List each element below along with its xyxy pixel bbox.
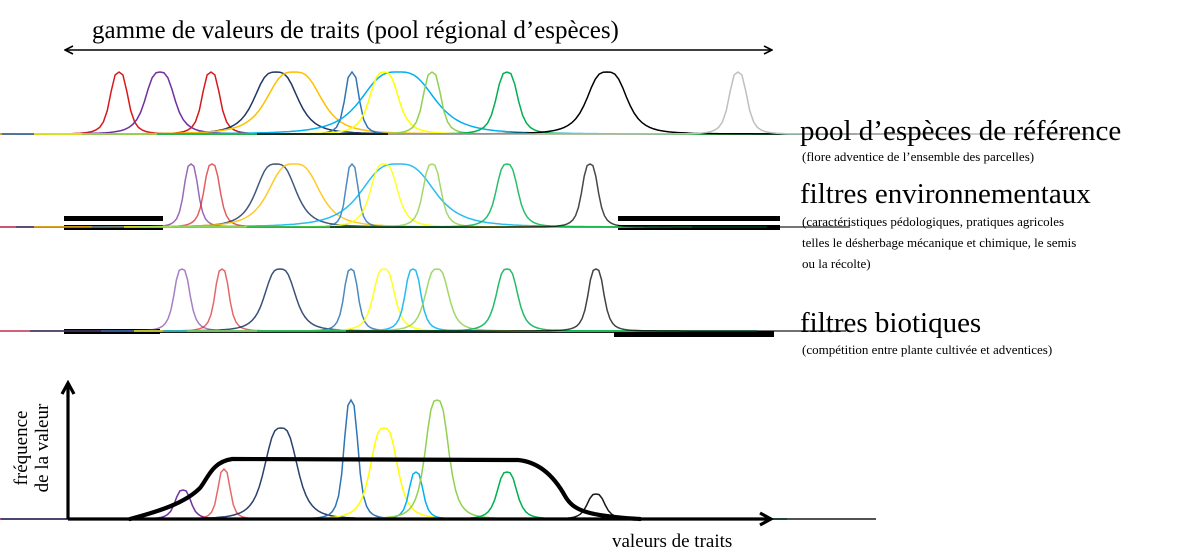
- environmental-filter-species-curve-blue: [92, 162, 612, 228]
- level-title-biotic-filter: filtres biotiques: [800, 307, 981, 339]
- y-axis-label-line-2: de la valeur: [32, 403, 53, 492]
- reference-pool-species-curve-blue: [2, 70, 702, 135]
- biotic-filter-right-bar: [614, 331, 774, 337]
- reference-pool-species-curve-gray: [388, 71, 1088, 135]
- level-biotic-filter-text: filtres biotiques (compétition entre pla…: [800, 307, 1052, 357]
- environmental-filter-species-curves: [0, 162, 850, 228]
- community-distribution-species-curve-green: [227, 471, 787, 520]
- biotic-filter-species-curve-purple: [0, 268, 432, 332]
- reference-pool-species-curve-navy: [0, 71, 626, 135]
- community-envelope-curve: [127, 456, 643, 522]
- level-subtitle-environmental-filter-line-2: telles le désherbage mécanique et chimiq…: [802, 235, 1076, 250]
- biotic-filter-species-curves: [0, 268, 846, 332]
- level-reference-pool-text: pool d’espèces de référence (flore adven…: [800, 115, 1121, 164]
- environmental-filter-right-bar: [618, 216, 780, 221]
- environmental-filter-left-bar: [64, 216, 163, 221]
- biotic-filter-species-curve-cyan: [163, 268, 663, 332]
- reference-pool-species-curves: [0, 70, 1088, 135]
- environmental-filter-species-curve-lightgreen: [172, 163, 692, 228]
- biotic-filter-species-curve-green: [257, 268, 757, 332]
- level-environmental-filter-text: filtres environnementaux (caractéristiqu…: [800, 178, 1091, 271]
- biotic-filter-species-curve-navy: [30, 268, 530, 332]
- community-distribution-species-curve-yellow: [104, 427, 664, 520]
- biotic-filter-species-curve-blue: [101, 268, 601, 332]
- biotic-filter-species-curve-yellow: [134, 268, 634, 332]
- level-subtitle-environmental-filter-line-1: (caractéristiques pédologiques, pratique…: [802, 214, 1064, 229]
- biotic-filter-species-curve-red: [0, 268, 472, 332]
- biotic-filter-species-curve-black: [346, 268, 846, 332]
- community-distribution-species-curve-red: [0, 467, 504, 520]
- level-subtitle-environmental-filter-line-3: ou la récolte): [802, 256, 871, 271]
- reference-pool-species-curve-purple: [0, 71, 510, 135]
- community-distribution-species-curve-navy: [1, 427, 561, 520]
- reference-pool-species-curve-orange: [0, 71, 644, 135]
- level-subtitle-biotic-filter-line-1: (compétition entre plante cultivée et ad…: [802, 342, 1052, 357]
- level-subtitle-reference-pool-line-1: (flore adventice de l’ensemble des parce…: [802, 149, 1034, 164]
- y-axis-label-line-1: fréquence: [11, 411, 32, 486]
- environmental-filter-species-curve-yellow: [124, 163, 644, 228]
- trait-range-label: gamme de valeurs de traits (pool régiona…: [92, 17, 619, 44]
- environmental-filter-species-curve-black: [330, 163, 850, 228]
- reference-pool-species-curve-cyan: [48, 71, 748, 135]
- level-title-environmental-filter: filtres environnementaux: [800, 178, 1091, 210]
- environmental-filter-species-curve-cyan: [138, 163, 658, 228]
- x-axis-label: valeurs de traits: [612, 531, 732, 552]
- level-title-reference-pool: pool d’espèces de référence: [800, 115, 1121, 147]
- reference-pool-species-curve-red: [0, 71, 561, 135]
